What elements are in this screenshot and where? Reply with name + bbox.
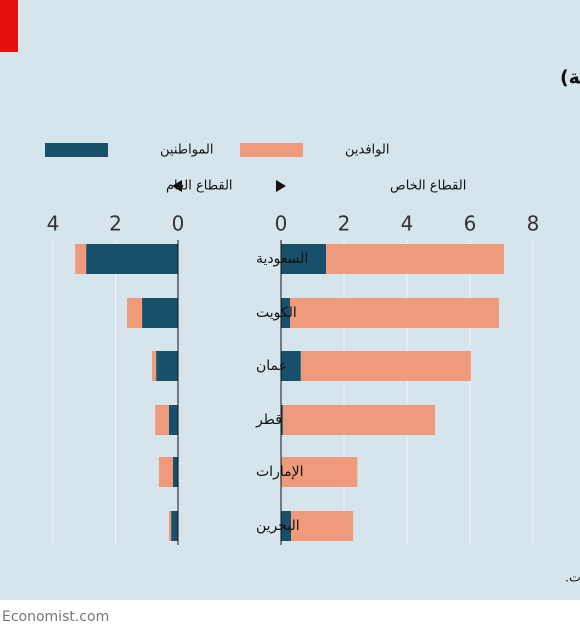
x-tick-label: 4 xyxy=(401,212,414,236)
bar-segment xyxy=(156,351,178,381)
bar-segment xyxy=(142,298,178,328)
x-tick-label: 0 xyxy=(172,212,185,236)
bar-segment xyxy=(155,405,169,435)
bar-segment xyxy=(158,457,173,487)
bar-segment xyxy=(281,405,283,435)
bar-segment xyxy=(86,244,178,274)
x-tick-label: 2 xyxy=(109,212,122,236)
bar-segment xyxy=(281,351,301,381)
x-tick-label: 6 xyxy=(464,212,477,236)
category-label: عمان xyxy=(256,358,287,374)
bar-segment xyxy=(281,298,291,328)
bar-segment xyxy=(281,511,292,541)
category-label: السعودية xyxy=(256,251,308,267)
x-tick-label: 0 xyxy=(275,212,288,236)
category-label: الإمارات xyxy=(256,464,303,480)
category-label: البحرين xyxy=(256,518,300,534)
x-tick-label: 2 xyxy=(338,212,351,236)
bar-segment xyxy=(281,244,327,274)
category-label: قطر xyxy=(255,412,282,428)
bar-segment xyxy=(326,244,505,274)
source: المصدر: إحصاءات قومية، صندوق النقد الدول… xyxy=(565,570,580,586)
category-label: الكويت xyxy=(256,305,297,321)
bar-segment xyxy=(281,457,358,487)
chart-title: توظيف المواطنين والوافدين حسب القطاع (بي… xyxy=(560,67,580,89)
bar-segment xyxy=(173,457,178,487)
legend-label: المواطنين xyxy=(160,143,214,158)
footer-band xyxy=(0,600,580,634)
arrow-left xyxy=(172,180,182,192)
bar-segment xyxy=(282,405,436,435)
bar-segment xyxy=(291,511,354,541)
footer-logo: Economist.com xyxy=(2,609,109,625)
bar-segment xyxy=(168,405,178,435)
legend-swatch xyxy=(45,143,108,157)
red-tag xyxy=(0,0,18,52)
bar-segment xyxy=(300,351,471,381)
panel-label: القطاع الخاص xyxy=(390,179,466,194)
legend-swatch xyxy=(240,143,303,157)
bar-segment xyxy=(75,244,87,274)
bar-segment xyxy=(127,298,143,328)
x-tick-label: 8 xyxy=(527,212,540,236)
x-tick-label: 4 xyxy=(47,212,60,236)
bar-segment xyxy=(168,511,172,541)
arrow-right xyxy=(276,180,286,192)
bar-segment xyxy=(152,351,157,381)
panel-label: القطاع العام xyxy=(166,179,233,194)
bar-segment xyxy=(171,511,178,541)
bar-segment xyxy=(290,298,499,328)
legend-label: الوافدين xyxy=(345,143,389,158)
